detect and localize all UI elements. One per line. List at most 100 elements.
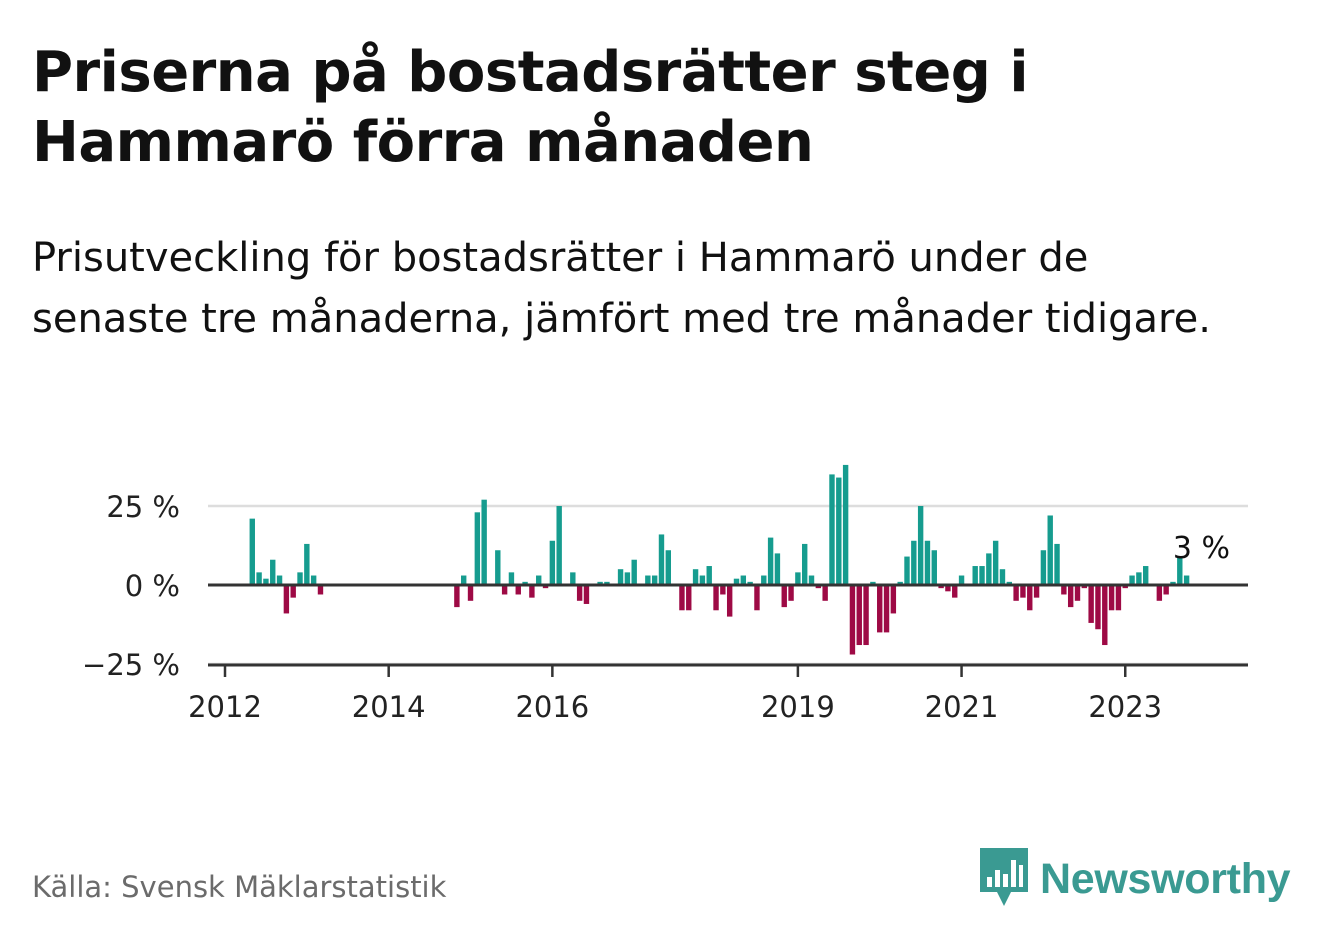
bar	[1163, 585, 1169, 595]
bar	[317, 585, 324, 595]
bar	[658, 534, 665, 585]
bar	[1061, 585, 1067, 595]
bar	[699, 575, 706, 585]
bar	[263, 578, 269, 585]
bar	[283, 585, 290, 614]
bar	[1129, 575, 1135, 585]
bar	[256, 572, 262, 585]
bar	[924, 540, 931, 585]
bar	[856, 585, 862, 646]
bar	[713, 585, 719, 611]
bar	[1143, 566, 1149, 585]
bar	[1006, 581, 1012, 585]
x-tick-label: 2014	[352, 690, 426, 724]
bar	[815, 585, 822, 589]
bars	[249, 464, 1190, 655]
x-tick-label: 2016	[515, 690, 589, 724]
bar	[808, 575, 815, 585]
bar	[788, 585, 794, 601]
x-tick-label: 2021	[925, 690, 999, 724]
bar	[461, 575, 467, 585]
bar	[529, 585, 535, 598]
bar	[631, 559, 637, 585]
bar	[945, 585, 951, 592]
bar	[604, 581, 610, 585]
x-tick-label: 2012	[188, 690, 262, 724]
bar	[802, 543, 808, 585]
bar	[767, 537, 774, 585]
bar	[870, 581, 876, 585]
bar	[911, 540, 917, 585]
bar	[836, 477, 842, 585]
x-tick-label: 2019	[761, 690, 835, 724]
bar	[679, 585, 685, 611]
bar	[726, 585, 733, 617]
bar	[454, 585, 460, 608]
bar	[1170, 581, 1176, 585]
bar	[1136, 572, 1142, 585]
bar-chart: 25 % 0 % −25 %2012 2014 2016 2019 2021 2023 3 %	[82, 464, 1248, 724]
bar	[890, 585, 897, 614]
bar	[1088, 585, 1094, 623]
bar	[1074, 585, 1081, 601]
bar	[542, 585, 549, 589]
bar	[481, 499, 487, 585]
bar	[617, 569, 624, 585]
bar	[665, 550, 671, 585]
axes	[208, 583, 1248, 677]
bar	[992, 540, 999, 585]
bar	[1047, 515, 1053, 585]
bar	[692, 569, 699, 585]
bar	[740, 575, 747, 585]
bar	[624, 572, 631, 585]
chart-subtitle: Prisutveckling för bostadsrätter i Hamma…	[32, 235, 1211, 342]
bar	[536, 575, 542, 585]
chart-title: Priserna på bostadsrätter steg i Hammarö…	[32, 40, 1029, 175]
bar	[570, 572, 576, 585]
bar	[522, 581, 528, 585]
bar	[597, 581, 603, 585]
bar	[781, 585, 787, 608]
bar	[747, 581, 753, 585]
bar	[863, 585, 869, 646]
bar	[1081, 585, 1088, 589]
bar	[761, 575, 767, 585]
bar	[1067, 585, 1074, 608]
bar	[720, 585, 726, 595]
bar	[651, 575, 658, 585]
bar	[979, 566, 985, 585]
bar	[999, 569, 1006, 585]
bar	[1183, 575, 1190, 585]
bar	[515, 585, 521, 595]
bar	[986, 553, 992, 585]
bar	[1115, 585, 1122, 611]
bar	[1122, 585, 1128, 589]
brand-logo[interactable]: Newsworthy	[980, 848, 1291, 910]
bar	[829, 474, 835, 585]
bar	[931, 550, 937, 585]
bar	[958, 575, 965, 585]
bar	[556, 506, 562, 585]
y-tick-label: −25 %	[82, 648, 180, 682]
bar	[304, 543, 310, 585]
bar	[1095, 585, 1101, 630]
bar	[822, 585, 828, 601]
bar	[297, 572, 303, 585]
bar	[754, 585, 760, 611]
bar	[883, 585, 890, 633]
bar	[290, 585, 296, 598]
bar	[972, 566, 978, 585]
bar	[733, 578, 740, 585]
bar	[849, 585, 856, 655]
bar	[1033, 585, 1040, 598]
y-tick-label: 25 %	[106, 490, 180, 524]
bar	[1102, 585, 1108, 646]
bar	[904, 556, 910, 585]
bar	[917, 506, 924, 585]
brand-name: Newsworthy	[1040, 854, 1291, 903]
bar	[249, 518, 255, 585]
bar	[795, 572, 801, 585]
bar	[549, 540, 556, 585]
newsworthy-bar-chart-icon	[980, 848, 1028, 906]
bar	[706, 566, 712, 585]
